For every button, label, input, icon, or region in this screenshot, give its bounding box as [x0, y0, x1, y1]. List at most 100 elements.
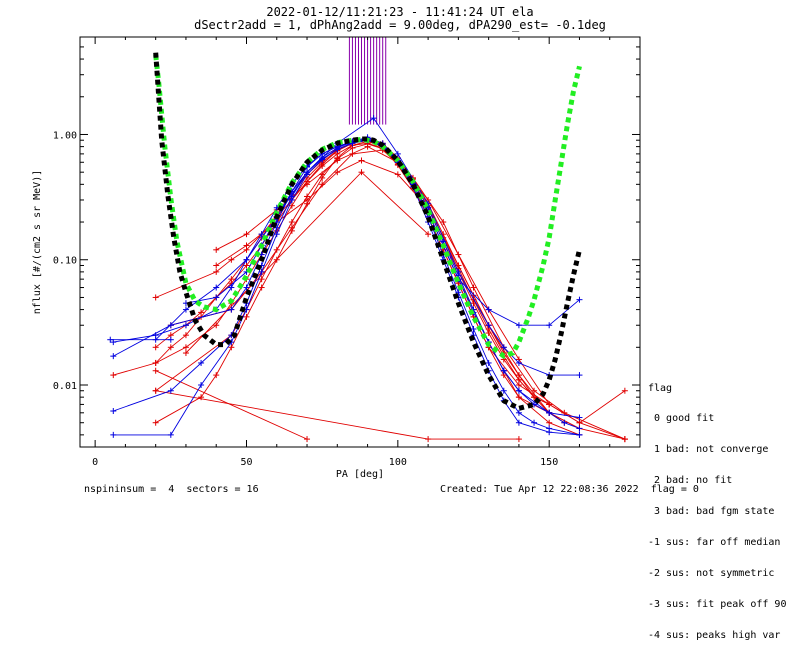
series-10-point-8	[455, 262, 462, 269]
series-14-point-23	[546, 429, 553, 436]
series-16-point-8	[394, 150, 401, 157]
series-12-point-0	[110, 353, 117, 360]
series-4-point-8	[319, 163, 326, 170]
plot-frame	[79, 36, 641, 448]
series-4-point-1	[213, 268, 220, 275]
series-0-point-0	[110, 372, 117, 379]
series-15-point-23	[515, 387, 522, 394]
series-15-point-24	[546, 409, 553, 416]
series-10-point-0	[213, 262, 220, 269]
series-3-point-5	[258, 284, 265, 291]
series-18-point-1	[167, 336, 174, 343]
series-line-17	[185, 139, 580, 326]
series-5-point-5	[288, 219, 295, 226]
series-13-point-19	[470, 325, 477, 332]
series-15-point-2	[182, 322, 189, 329]
series-12-point-2	[228, 306, 235, 313]
series-4-point-0	[152, 294, 159, 301]
series-3-point-4	[243, 313, 250, 320]
series-line-12	[113, 138, 580, 429]
series-10-point-5	[358, 157, 365, 164]
series-6-point-1	[304, 436, 311, 443]
series-10-point-3	[304, 196, 311, 203]
legend-item-not-converge: 1 bad: not converge	[648, 444, 769, 456]
series-8-point-0	[152, 387, 159, 394]
chart-plot: 0 50 100 150 0.01 0.10 1.00 PA [deg] nflux [#/(c…	[32, 36, 641, 480]
series-8-point-2	[515, 436, 522, 443]
series-9-point-11	[546, 401, 553, 408]
series-12-point-3	[243, 284, 250, 291]
footer-right: Created: Tue Apr 12 22:08:36 2022 flag =…	[440, 484, 699, 495]
series-14-point-7	[288, 196, 295, 203]
series-16-point-13	[515, 359, 522, 366]
series-9-point-13	[621, 387, 628, 394]
series-8-point-1	[425, 436, 432, 443]
series-17-point-20	[576, 296, 583, 303]
series-13-point-21	[500, 387, 507, 394]
x-axis-label: PA [deg]	[336, 469, 384, 480]
x-tick-label-2: 100	[389, 457, 407, 468]
legend-item-bad-fgm: 3 bad: bad fgm state	[648, 506, 775, 518]
series-1-point-0	[152, 344, 159, 351]
series-11-point-4	[319, 181, 326, 188]
series-line-1	[155, 139, 565, 424]
series-2-point-0	[152, 359, 159, 366]
series-9-point-4	[334, 157, 341, 164]
series-14-point-1	[167, 431, 174, 438]
legend-item-far-off-median: -1 sus: far off median	[648, 537, 781, 549]
series-15-point-25	[576, 414, 583, 421]
series-11-point-11	[531, 387, 538, 394]
series-9-point-0	[213, 246, 220, 253]
series-17-point-1	[213, 294, 220, 301]
series-12-point-24	[561, 419, 568, 426]
series-4-point-20	[515, 382, 522, 389]
series-17-point-6	[304, 169, 311, 176]
series-7-point-0	[182, 350, 189, 357]
series-10-point-10	[515, 372, 522, 379]
series-9-point-12	[576, 419, 583, 426]
series-7-point-2	[425, 231, 432, 238]
series-5-point-20	[515, 394, 522, 401]
series-line-9	[215, 146, 626, 424]
series-16-point-11	[485, 322, 492, 329]
series-line-4	[155, 142, 626, 440]
series-15-point-4	[228, 284, 235, 291]
series-16-point-15	[576, 372, 583, 379]
series-14-point-22	[515, 419, 522, 426]
series-9-point-3	[304, 181, 311, 188]
series-3-point-2	[213, 372, 220, 379]
chart-subtitle: dSectr2add = 1, dPhAng2add = 9.00deg, dP…	[194, 18, 606, 32]
series-line-8	[155, 390, 519, 440]
series-line-6	[155, 370, 308, 440]
series-11-point-5	[349, 150, 356, 157]
series-13-point-0	[110, 408, 117, 415]
series-18-point-0	[107, 336, 114, 343]
series-15-point-22	[500, 367, 507, 374]
series-17-point-8	[334, 146, 341, 153]
legend-item-no-fit: 2 bad: no fit	[648, 475, 733, 487]
series-9-point-5	[364, 143, 371, 150]
series-2-point-20	[485, 330, 492, 337]
legend-item-good-fit: 0 good fit	[648, 413, 715, 425]
legend-title: flag	[648, 382, 673, 394]
series-3-point-3	[228, 344, 235, 351]
series-13-point-1	[167, 387, 174, 394]
series-11-point-9	[470, 284, 477, 291]
legend-item-not-symmetric: -2 sus: not symmetric	[648, 567, 775, 579]
series-0-point-2	[167, 344, 174, 351]
series-5-point-3	[258, 276, 265, 283]
series-11-point-13	[621, 436, 628, 443]
y-tick-label-2: 1.00	[53, 130, 77, 141]
series-line-16	[155, 117, 580, 376]
series-4-point-2	[228, 256, 235, 263]
fit-curve-green	[153, 54, 582, 359]
footer-left: nspininsum = 4 sectors = 16	[84, 484, 259, 495]
series-2-point-19	[470, 300, 477, 307]
series-1-point-6	[243, 262, 250, 269]
x-tick-label-0: 0	[92, 457, 98, 468]
series-2-point-7	[288, 202, 295, 209]
flag-legend: flag 0 good fit 1 bad: not converge 2 ba…	[648, 363, 786, 651]
series-line-10	[215, 160, 580, 429]
series-line-0	[113, 138, 550, 414]
series-2-point-2	[213, 322, 220, 329]
